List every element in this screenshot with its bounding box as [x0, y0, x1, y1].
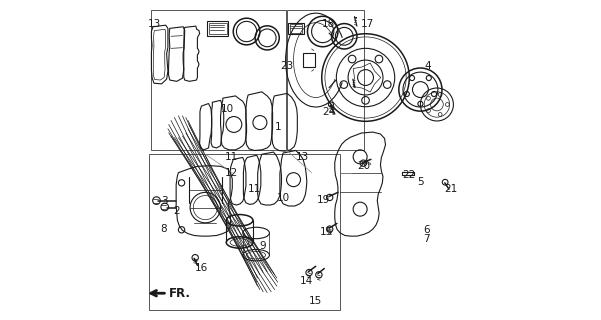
Text: 13: 13 — [147, 19, 160, 29]
Text: 23: 23 — [281, 61, 294, 71]
Text: 18: 18 — [322, 19, 335, 29]
Text: 1: 1 — [275, 122, 282, 132]
Bar — [209, 23, 227, 34]
Text: 11: 11 — [248, 184, 261, 194]
Text: 9: 9 — [259, 241, 266, 251]
Text: 8: 8 — [160, 224, 166, 234]
Text: 5: 5 — [417, 177, 424, 187]
Text: 16: 16 — [195, 263, 208, 274]
Bar — [207, 21, 228, 36]
Bar — [303, 53, 315, 67]
Text: 15: 15 — [320, 227, 333, 237]
Text: 24: 24 — [322, 108, 336, 117]
Bar — [288, 23, 304, 34]
Text: 3: 3 — [162, 196, 168, 206]
Text: 10: 10 — [276, 193, 290, 203]
Text: FR.: FR. — [169, 287, 191, 300]
Text: 10: 10 — [221, 104, 233, 114]
Bar — [290, 24, 302, 33]
Text: 2: 2 — [173, 206, 180, 216]
Text: 12: 12 — [225, 168, 238, 178]
Text: 20: 20 — [358, 161, 370, 171]
Text: 13: 13 — [296, 152, 309, 162]
Text: 22: 22 — [402, 170, 416, 180]
Text: 4: 4 — [424, 61, 431, 71]
Text: 7: 7 — [424, 234, 430, 244]
Text: 19: 19 — [317, 195, 330, 205]
Text: 17: 17 — [361, 19, 374, 29]
Text: 21: 21 — [445, 184, 458, 194]
Text: 14: 14 — [300, 276, 314, 285]
Text: 11: 11 — [225, 152, 238, 162]
Text: 15: 15 — [309, 296, 322, 306]
Text: 6: 6 — [424, 225, 430, 235]
